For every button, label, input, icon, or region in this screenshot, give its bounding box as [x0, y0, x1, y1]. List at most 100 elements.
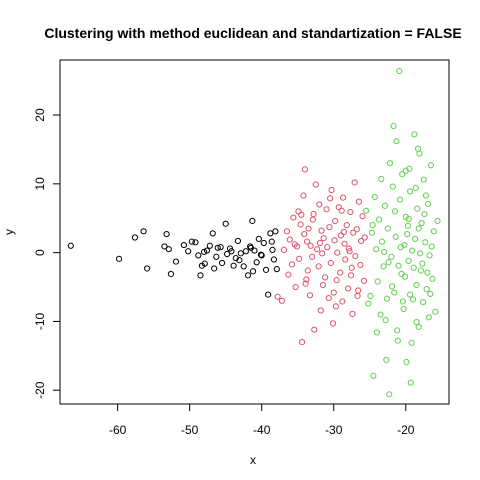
data-point — [234, 237, 242, 245]
cluster-2-points — [274, 166, 368, 346]
data-point — [352, 252, 359, 260]
data-point — [222, 220, 229, 227]
data-point — [341, 240, 348, 247]
data-point — [251, 247, 258, 254]
data-point — [386, 160, 394, 167]
data-point — [303, 276, 310, 283]
data-point — [185, 248, 192, 255]
data-point — [324, 244, 331, 251]
data-point — [283, 228, 291, 235]
data-point — [405, 257, 412, 264]
data-point — [373, 246, 380, 253]
data-point — [167, 270, 175, 278]
data-point — [343, 222, 350, 229]
data-point — [257, 251, 265, 258]
data-point — [270, 256, 278, 263]
data-point — [349, 310, 356, 317]
data-point — [303, 238, 311, 245]
data-point — [302, 280, 309, 287]
data-point — [163, 230, 170, 238]
data-point — [378, 238, 386, 245]
x-tick-label: -40 — [253, 423, 271, 437]
data-point — [228, 248, 235, 255]
data-point — [296, 255, 303, 262]
data-point — [425, 314, 432, 321]
data-point — [382, 316, 389, 324]
data-point — [333, 277, 340, 284]
data-point — [367, 292, 374, 300]
data-point — [378, 175, 385, 183]
data-point — [414, 205, 421, 212]
data-point — [298, 211, 305, 218]
data-point — [332, 217, 339, 225]
data-point — [396, 196, 404, 203]
data-point — [304, 267, 311, 274]
data-point — [161, 243, 168, 250]
data-point — [329, 320, 337, 327]
data-point — [419, 299, 427, 306]
data-point — [330, 289, 337, 296]
data-point — [338, 207, 345, 214]
data-point — [340, 194, 347, 201]
data-point — [407, 291, 414, 298]
data-point — [368, 229, 376, 236]
data-point — [363, 207, 370, 214]
data-point — [407, 379, 414, 386]
y-axis-title: y — [2, 229, 16, 235]
data-point — [383, 295, 391, 302]
data-point — [236, 257, 243, 264]
data-point — [417, 267, 425, 274]
data-point — [144, 265, 151, 272]
data-point — [224, 250, 231, 258]
data-point — [394, 337, 401, 344]
data-point — [306, 292, 314, 299]
data-point — [268, 238, 275, 245]
data-point — [422, 192, 430, 199]
data-point — [201, 260, 208, 267]
data-point — [253, 259, 260, 266]
data-point — [267, 230, 274, 237]
data-point — [422, 239, 429, 246]
data-point — [332, 303, 340, 310]
data-point — [213, 253, 220, 260]
data-point — [373, 329, 381, 336]
data-point — [249, 217, 256, 225]
data-point — [260, 239, 267, 247]
data-point — [140, 228, 147, 235]
data-point — [342, 256, 349, 263]
data-point — [230, 262, 237, 269]
data-point — [218, 259, 226, 267]
data-point — [412, 184, 419, 192]
data-point — [405, 215, 412, 223]
data-point — [418, 219, 425, 227]
data-point — [411, 131, 418, 138]
data-point — [269, 246, 276, 253]
data-point — [310, 211, 317, 218]
data-point — [335, 204, 342, 211]
data-point — [297, 221, 304, 228]
data-point — [358, 237, 365, 245]
data-point — [192, 239, 199, 246]
data-point — [409, 296, 417, 303]
data-point — [316, 201, 323, 208]
data-point — [417, 250, 424, 257]
data-point — [434, 217, 441, 225]
data-point — [280, 246, 288, 253]
data-point — [413, 319, 420, 326]
data-point — [420, 176, 427, 183]
data-point — [376, 216, 383, 223]
data-point — [209, 230, 216, 237]
data-point — [214, 244, 221, 251]
data-point — [309, 253, 316, 260]
data-point — [300, 192, 307, 199]
data-point — [262, 266, 270, 273]
data-point — [319, 281, 327, 289]
data-point — [381, 202, 388, 209]
data-point — [404, 230, 411, 238]
data-point — [242, 248, 249, 255]
data-point — [410, 264, 417, 271]
data-point — [346, 248, 353, 255]
data-point — [217, 244, 224, 251]
data-point — [298, 338, 306, 346]
data-point — [402, 167, 409, 174]
